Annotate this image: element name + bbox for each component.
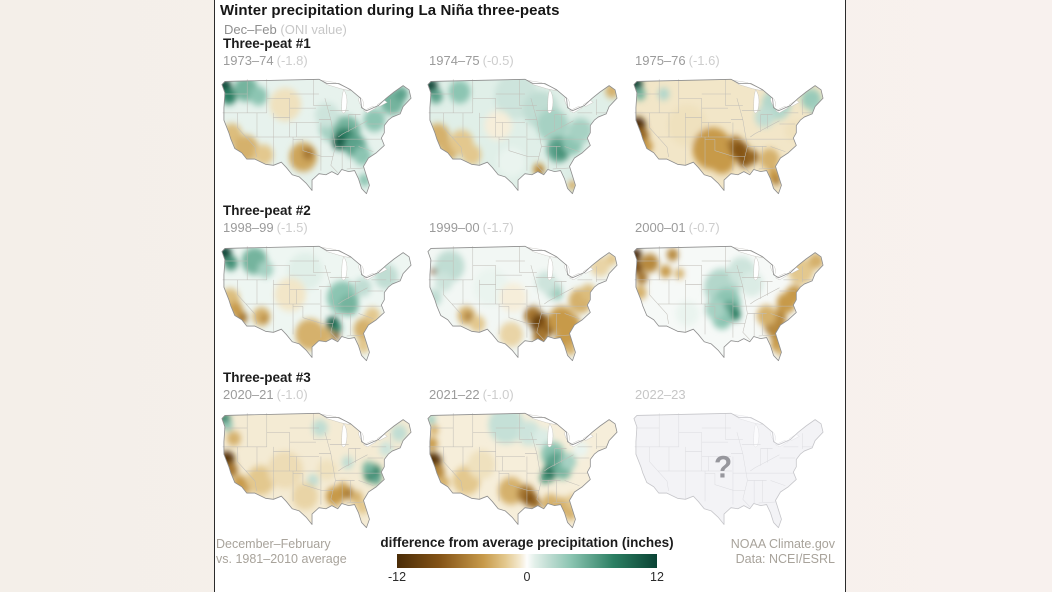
- credit-source: NOAA Climate.gov: [730, 537, 835, 551]
- map-season-label: 1975–76 (-1.6): [635, 53, 833, 73]
- three-peat-row-1: Three-peat #1 1973–74 (-1.8) 1974–75 (-0.5…: [215, 36, 845, 203]
- tick-zero: 0: [523, 570, 531, 584]
- three-peat-row-2: Three-peat #2 1998–99 (-1.5) 1999–00 (-1.7…: [215, 203, 845, 370]
- season-text: 2021–22: [429, 387, 480, 402]
- us-precip-map-2021-22: [422, 407, 620, 535]
- oni-value: (-0.5): [482, 53, 514, 68]
- map-cell: 2000–01 (-0.7): [627, 220, 833, 368]
- question-mark-icon: ?: [714, 450, 732, 485]
- season-text: 1973–74: [223, 53, 274, 68]
- season-text: 2020–21: [223, 387, 274, 402]
- group-label: Three-peat #3: [223, 370, 311, 385]
- map-cell: 1973–74 (-1.8): [215, 53, 421, 201]
- season-text: 2022–23: [635, 387, 686, 402]
- us-map-svg: [633, 78, 824, 195]
- map-season-label: 2021–22 (-1.0): [429, 387, 627, 407]
- us-map-svg: [633, 245, 824, 362]
- figure-panel: Winter precipitation during La Niña thre…: [214, 0, 846, 592]
- map-cell: 1998–99 (-1.5): [215, 220, 421, 368]
- us-map-svg: [221, 78, 412, 195]
- group-label: Three-peat #2: [223, 203, 311, 218]
- map-cell: 1974–75 (-0.5): [421, 53, 627, 201]
- map-season-label: 1998–99 (-1.5): [223, 220, 421, 240]
- tick-max: 12: [650, 570, 664, 584]
- us-precip-map-2000-01: [628, 240, 826, 368]
- season-text: 2000–01: [635, 220, 686, 235]
- us-precip-map-1998-99: [216, 240, 414, 368]
- season-text: 1999–00: [429, 220, 480, 235]
- us-precip-map-1975-76: [628, 73, 826, 201]
- oni-value: (-0.7): [688, 220, 720, 235]
- baseline-note-line1: December–February: [216, 537, 331, 551]
- us-map-svg: ?: [633, 412, 824, 529]
- season-text: 1974–75: [429, 53, 480, 68]
- map-cell: 1975–76 (-1.6): [627, 53, 833, 201]
- figure-subtitle: Dec–Feb (ONI value): [224, 22, 347, 37]
- credit-data: Data: NCEI/ESRL: [735, 552, 835, 566]
- map-season-label: 1974–75 (-0.5): [429, 53, 627, 73]
- tick-min: -12: [387, 570, 407, 584]
- map-cell: 2020–21 (-1.0): [215, 387, 421, 535]
- map-season-label: 2022–23: [635, 387, 833, 407]
- legend-title: difference from average precipitation (i…: [380, 535, 674, 550]
- map-cell: 2022–23 ?: [627, 387, 833, 535]
- map-season-label: 1973–74 (-1.8): [223, 53, 421, 73]
- group-label: Three-peat #1: [223, 36, 311, 51]
- us-map-svg: [427, 245, 618, 362]
- us-map-svg: [221, 412, 412, 529]
- baseline-note: December–February vs. 1981–2010 average: [216, 537, 347, 567]
- map-season-label: 2000–01 (-0.7): [635, 220, 833, 240]
- map-cell: 2021–22 (-1.0): [421, 387, 627, 535]
- map-season-label: 1999–00 (-1.7): [429, 220, 627, 240]
- map-season-label: 2020–21 (-1.0): [223, 387, 421, 407]
- credits: NOAA Climate.gov Data: NCEI/ESRL: [731, 537, 835, 567]
- us-precip-map-2022-23-unknown: ?: [628, 407, 826, 535]
- season-text: 1975–76: [635, 53, 686, 68]
- baseline-note-line2: vs. 1981–2010 average: [216, 552, 347, 566]
- us-precip-map-1973-74: [216, 73, 414, 201]
- oni-value: (-1.8): [276, 53, 308, 68]
- oni-value: (-1.0): [276, 387, 308, 402]
- us-map-svg: [427, 78, 618, 195]
- colorbar-ticks: -12 0 12: [388, 570, 664, 585]
- us-map-svg: [221, 245, 412, 362]
- us-map-svg: [427, 412, 618, 529]
- oni-value: (-1.0): [482, 387, 514, 402]
- three-peat-row-3: Three-peat #3 2020–21 (-1.0) 2021–22 (-1.0…: [215, 370, 845, 537]
- oni-value: (-1.7): [482, 220, 514, 235]
- subtitle-note: (ONI value): [280, 22, 347, 37]
- subtitle-period: Dec–Feb: [224, 22, 277, 37]
- us-precip-map-1999-00: [422, 240, 620, 368]
- season-text: 1998–99: [223, 220, 274, 235]
- figure-title: Winter precipitation during La Niña thre…: [220, 2, 560, 19]
- map-cell: 1999–00 (-1.7): [421, 220, 627, 368]
- oni-value: (-1.5): [276, 220, 308, 235]
- us-precip-map-2020-21: [216, 407, 414, 535]
- oni-value: (-1.6): [688, 53, 720, 68]
- colorbar: [397, 554, 657, 568]
- us-precip-map-1974-75: [422, 73, 620, 201]
